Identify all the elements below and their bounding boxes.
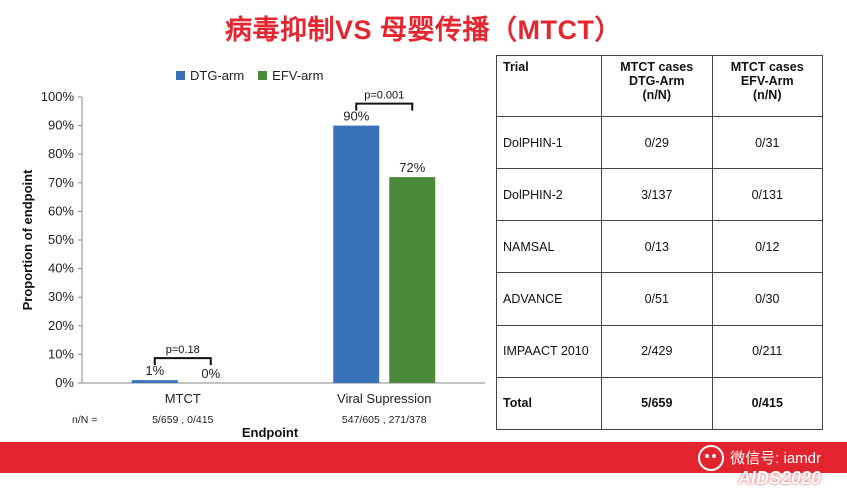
watermark: 微信号: iamdr (698, 442, 821, 473)
slide-title: 病毒抑制VS 母婴传播（MTCT） (225, 15, 622, 45)
y-tick-label: 0% (55, 375, 74, 390)
conference-logo: AIDS2020 (737, 468, 821, 488)
table-cell-value: 0/51 (601, 272, 713, 326)
bar-dtg (131, 380, 178, 383)
nn-value: 547/605 , 271/378 (342, 414, 427, 426)
bar-efv (389, 177, 436, 383)
table-cell-trial: DolPHIN-1 (496, 115, 602, 170)
legend-item-dtg: DTG-arm (176, 68, 244, 83)
legend-label-efv: EFV-arm (272, 68, 324, 83)
table-cell-value: 0/31 (711, 115, 823, 170)
table-header-efv: MTCT cases EFV-Arm (n/N) (711, 55, 823, 117)
wechat-icon (698, 444, 725, 471)
table-header-trial: Trial (496, 55, 602, 117)
table-cell-value: 0/12 (711, 220, 823, 274)
table-row: DolPHIN-2 3/137 0/131 (496, 168, 823, 222)
table-cell-trial: NAMSAL (496, 220, 602, 274)
header-text: MTCT cases DTG-Arm (n/N) (620, 60, 694, 102)
table-row: NAMSAL 0/13 0/12 (496, 220, 823, 274)
header-text: Trial (503, 60, 529, 74)
table-cell-value: 0/13 (601, 220, 713, 274)
nn-label: n/N = (72, 414, 97, 426)
y-tick-label: 20% (48, 318, 74, 333)
table-header-dtg: MTCT cases DTG-Arm (n/N) (601, 55, 713, 117)
table-row: IMPAACT 2010 2/429 0/211 (496, 324, 823, 378)
table-cell-value: 3/137 (601, 168, 713, 222)
p-value-label: p=0.18 (166, 344, 200, 356)
table-cell-value: 0/211 (711, 324, 823, 378)
data-label: 0% (201, 366, 220, 381)
table-row: DolPHIN-1 0/29 0/31 (496, 115, 823, 170)
table-cell-value: 0/29 (601, 115, 713, 170)
data-label: 1% (145, 363, 164, 378)
table-cell-trial: ADVANCE (496, 272, 602, 326)
y-tick-label: 70% (48, 175, 74, 190)
x-tick-label: Viral Supression (337, 391, 431, 406)
legend-item-efv: EFV-arm (258, 68, 323, 83)
table-body: DolPHIN-1 0/29 0/31 DolPHIN-2 3/137 0/131 NAMS… (496, 115, 823, 431)
significance-bracket (153, 357, 212, 366)
table-cell-value: 5/659 (601, 376, 713, 431)
table-header-row: Trial MTCT cases DTG-Arm (n/N) MTCT cases E… (496, 55, 823, 117)
watermark-text: 微信号: iamdr (730, 450, 821, 467)
y-tick-label: 100% (41, 89, 75, 104)
data-label: 72% (399, 160, 425, 175)
p-value-label: p=0.001 (364, 90, 404, 102)
table-cell-value: 0/131 (711, 168, 823, 222)
legend-label-dtg: DTG-arm (190, 68, 245, 83)
y-tick-label: 60% (48, 203, 74, 218)
y-tick-label: 40% (48, 261, 74, 276)
bar-chart: 0% 10% 20% 30% 40% 50% 60% 70% 80% 90% 100% Proport… (20, 89, 485, 440)
table-row: Total 5/659 0/415 (496, 376, 823, 431)
nn-value: 5/659 , 0/415 (152, 414, 213, 426)
legend-swatch-dtg (176, 71, 185, 80)
y-tick-label: 80% (48, 146, 74, 161)
table-cell-trial: Total (496, 376, 602, 431)
table-cell-value: 0/415 (711, 376, 823, 431)
table-row: ADVANCE 0/51 0/30 (496, 272, 823, 326)
x-tick-label: MTCT (165, 391, 201, 406)
y-tick-label: 30% (48, 289, 74, 304)
table-cell-value: 0/30 (711, 272, 823, 326)
header-text: MTCT cases EFV-Arm (n/N) (730, 60, 804, 102)
y-tick-label: 10% (48, 346, 74, 361)
data-label: 90% (343, 109, 369, 124)
y-tick-label: 90% (48, 118, 74, 133)
table-cell-value: 2/429 (601, 324, 713, 378)
table-cell-trial: DolPHIN-2 (496, 168, 602, 222)
y-axis-label: Proportion of endpoint (20, 169, 35, 310)
bar-dtg (333, 125, 380, 383)
trial-table: Trial MTCT cases DTG-Arm (n/N) MTCT cases E… (496, 55, 823, 431)
legend-swatch-efv (258, 71, 268, 80)
significance-bracket (355, 102, 414, 111)
x-axis-label: Endpoint (242, 425, 299, 440)
y-tick-label: 50% (48, 232, 74, 247)
table-cell-trial: IMPAACT 2010 (496, 324, 602, 378)
chart-legend: DTG-arm EFV-arm (176, 68, 323, 83)
